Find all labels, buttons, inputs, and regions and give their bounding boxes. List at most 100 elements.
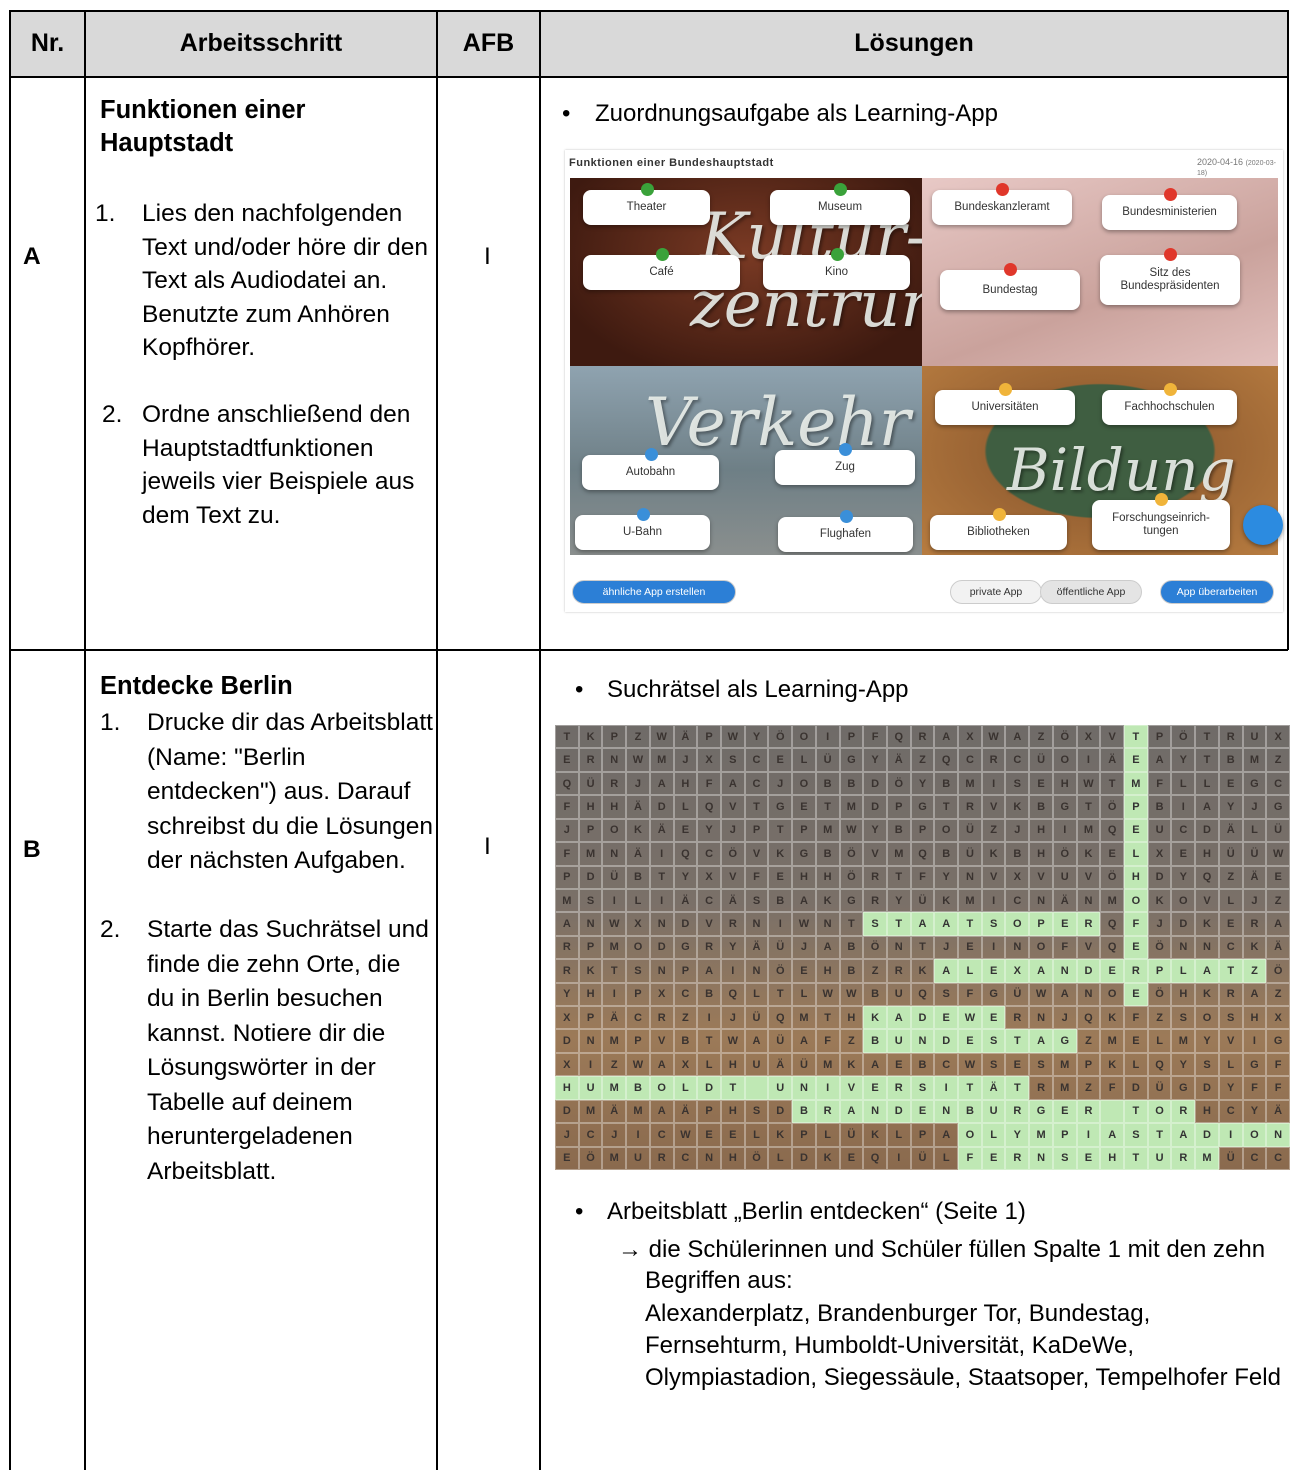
puzzle-letter: F [958, 1146, 982, 1170]
puzzle-letter: I [626, 1123, 650, 1147]
puzzle-letter: Ä [1266, 1099, 1290, 1124]
puzzle-letter: D [768, 1099, 793, 1124]
puzzle-letter: P [578, 935, 603, 960]
puzzle-letter: T [815, 1006, 840, 1030]
puzzle-letter: V [649, 1029, 674, 1053]
puzzle-letter: K [815, 888, 840, 913]
puzzle-letter: W [720, 725, 745, 749]
puzzle-letter: M [1242, 748, 1267, 772]
puzzle-letter: J [934, 935, 959, 960]
puzzle-letter: V [697, 912, 721, 936]
puzzle-letter: B [863, 982, 887, 1007]
puzzle-letter: Ö [578, 1146, 603, 1170]
puzzle-letter: C [744, 748, 769, 772]
puzzle-letter: Ü [768, 1029, 793, 1053]
card-label: Museum [817, 201, 863, 213]
puzzle-letter: T [958, 912, 982, 936]
puzzle-letter: Ä [1052, 888, 1077, 913]
app-date: 2020-04-16 (2020-03-18) [1197, 157, 1283, 177]
puzzle-letter: E [1124, 935, 1148, 960]
puzzle-letter: P [1124, 795, 1148, 819]
puzzle-letter: T [910, 935, 935, 960]
puzzle-letter: M [1052, 1076, 1077, 1100]
puzzle-letter: Ö [1266, 959, 1290, 983]
puzzle-letter: O [934, 818, 959, 843]
puzzle-letter: P [1052, 1123, 1077, 1147]
puzzle-letter: G [910, 795, 935, 819]
puzzle-letter: R [886, 959, 911, 983]
header-background [10, 10, 1288, 77]
puzzle-letter: Ä [626, 842, 650, 866]
puzzle-letter: Ü [1242, 842, 1267, 866]
puzzle-letter: M [602, 1076, 627, 1100]
puzzle-letter: S [626, 959, 650, 983]
puzzle-letter: C [697, 888, 721, 913]
puzzle-letter: V [839, 1076, 864, 1100]
answer-card: Sitz des Bundespräsidenten [1100, 248, 1240, 305]
puzzle-letter: A [934, 959, 959, 983]
puzzle-letter: R [649, 1006, 674, 1030]
puzzle-letter: Ü [1218, 1146, 1243, 1170]
puzzle-letter: J [720, 818, 745, 843]
puzzle-letter: R [1005, 1099, 1030, 1124]
puzzle-letter: X [555, 1006, 579, 1030]
table-border [10, 10, 1288, 12]
check-button [1243, 505, 1283, 545]
puzzle-letter: Y [1005, 1123, 1030, 1147]
puzzle-letter: K [910, 959, 935, 983]
puzzle-letter: Q [1195, 865, 1219, 889]
puzzle-letter: A [1266, 912, 1290, 936]
puzzle-letter: Ö [768, 725, 793, 749]
puzzle-letter: Q [886, 725, 911, 749]
puzzle-letter: O [792, 725, 816, 749]
puzzle-letter: H [578, 795, 603, 819]
table-border [10, 649, 1288, 651]
puzzle-letter: J [673, 748, 698, 772]
puzzle-letter: B [839, 771, 864, 796]
puzzle-letter: U [768, 1076, 793, 1100]
puzzle-letter: L [1171, 959, 1196, 983]
puzzle-letter: N [744, 959, 769, 983]
puzzle-letter: G [792, 842, 816, 866]
puzzle-letter: M [958, 888, 982, 913]
puzzle-letter: F [1147, 771, 1172, 796]
puzzle-letter: P [886, 795, 911, 819]
puzzle-letter: Ö [744, 1146, 769, 1170]
puzzle-letter: E [1124, 1029, 1148, 1053]
puzzle-letter: D [555, 1029, 579, 1053]
puzzle-letter: K [863, 1006, 887, 1030]
puzzle-letter: K [578, 725, 603, 749]
puzzle-letter: D [1147, 865, 1172, 889]
puzzle-letter: I [578, 1052, 603, 1077]
puzzle-letter: L [673, 795, 698, 819]
puzzle-letter: L [1171, 771, 1196, 796]
puzzle-letter: Ä [649, 818, 674, 843]
solution-terms: Alexanderplatz, Brandenburger Tor, Bunde… [645, 1300, 1281, 1391]
puzzle-letter: E [555, 1146, 579, 1170]
puzzle-letter: X [673, 1052, 698, 1077]
puzzle-letter: Ö [768, 959, 793, 983]
puzzle-letter: N [649, 912, 674, 936]
puzzle-letter: Q [1147, 1052, 1172, 1077]
puzzle-letter: F [815, 1029, 840, 1053]
card-dot [992, 508, 1006, 521]
puzzle-letter: R [555, 959, 579, 983]
card-dot [640, 183, 654, 196]
puzzle-letter: Y [934, 865, 959, 889]
puzzle-letter: Ü [792, 1052, 816, 1077]
step-title: Entdecke Berlin [100, 672, 293, 700]
puzzle-letter: X [697, 865, 721, 889]
puzzle-letter: S [1124, 1123, 1148, 1147]
puzzle-letter: T [839, 912, 864, 936]
card-label: Bundestag [982, 283, 1038, 296]
puzzle-letter: T [1124, 725, 1148, 749]
puzzle-letter: G [839, 888, 864, 913]
puzzle-letter: T [602, 959, 627, 983]
puzzle-letter: A [863, 1052, 887, 1077]
puzzle-letter: C [1218, 1099, 1243, 1124]
puzzle-letter: V [1029, 865, 1053, 889]
puzzle-letter: N [934, 1099, 959, 1124]
puzzle-letter: Ä [602, 1006, 627, 1030]
puzzle-letter: N [602, 842, 627, 866]
puzzle-letter: M [958, 771, 982, 796]
